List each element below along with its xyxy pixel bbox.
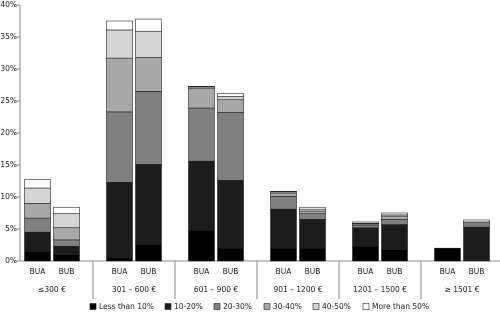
bar-segment bbox=[24, 203, 51, 219]
bar-segment bbox=[53, 239, 80, 247]
bar-segment bbox=[381, 215, 408, 220]
bar-segment bbox=[106, 57, 133, 113]
bar-segment bbox=[106, 29, 133, 59]
bar-segment bbox=[217, 93, 244, 97]
group-label: ≤300 € bbox=[38, 285, 66, 294]
bar-segment bbox=[106, 20, 133, 31]
bar-segment bbox=[135, 244, 162, 262]
bar-segment bbox=[24, 231, 51, 252]
legend-swatch bbox=[164, 303, 172, 310]
y-tick-label: 25% bbox=[0, 96, 17, 105]
x-tick-label: BUB bbox=[469, 267, 485, 276]
legend-label: 30-40% bbox=[273, 302, 302, 311]
bar-segment bbox=[434, 247, 461, 262]
x-tick-label: BUA bbox=[440, 267, 457, 276]
legend-swatch bbox=[89, 303, 97, 310]
bar-segment bbox=[463, 221, 490, 228]
bar-segment bbox=[53, 254, 80, 262]
y-tick-label: 10% bbox=[0, 192, 17, 201]
group-label: ≥ 1501 € bbox=[445, 285, 480, 294]
bar-segment bbox=[24, 251, 51, 262]
bar-segment bbox=[135, 164, 162, 245]
legend-swatch bbox=[263, 303, 271, 310]
bar-segment bbox=[299, 206, 326, 210]
bar-segment bbox=[135, 18, 162, 32]
x-tick-label: BUA bbox=[112, 267, 129, 276]
legend-label: More than 50% bbox=[372, 302, 429, 311]
bar-segment bbox=[352, 221, 379, 224]
bar-segment bbox=[381, 212, 408, 216]
bar-segment bbox=[381, 224, 408, 250]
bar-segment bbox=[217, 96, 244, 101]
bar-segment bbox=[270, 247, 297, 262]
group-label: 601 – 900 € bbox=[194, 285, 239, 294]
bar-segment bbox=[217, 247, 244, 262]
bar-segment bbox=[270, 192, 297, 197]
bar-segment bbox=[381, 249, 408, 262]
bar-segment bbox=[24, 179, 51, 189]
bar-segment bbox=[217, 180, 244, 249]
y-tick-label: 5% bbox=[5, 224, 17, 233]
legend-label: 20-30% bbox=[223, 302, 252, 311]
bar-segment bbox=[217, 99, 244, 113]
bar-segment bbox=[188, 160, 215, 231]
bar-segment bbox=[188, 85, 215, 88]
legend-label: 40-50% bbox=[322, 302, 351, 311]
bar-segment bbox=[270, 190, 297, 193]
group-label: 901 – 1200 € bbox=[273, 285, 322, 294]
legend-swatch bbox=[362, 303, 370, 310]
bar-segment bbox=[106, 257, 133, 262]
legend-label: Less than 10% bbox=[99, 302, 154, 311]
y-tick-label: 30% bbox=[0, 64, 17, 73]
bar-segment bbox=[53, 227, 80, 241]
x-tick-label: BUB bbox=[59, 267, 75, 276]
bar-segment bbox=[24, 187, 51, 204]
legend-label: 10-20% bbox=[174, 302, 203, 311]
y-tick-label: 0% bbox=[5, 256, 17, 265]
bar-segment bbox=[299, 219, 326, 249]
bar-segment bbox=[352, 245, 379, 262]
legend-swatch bbox=[213, 303, 221, 310]
y-tick-label: 40% bbox=[0, 0, 17, 9]
bar-segment bbox=[299, 210, 326, 214]
y-tick-label: 20% bbox=[0, 128, 17, 137]
bar-segment bbox=[270, 208, 297, 249]
bar-segment bbox=[135, 30, 162, 58]
bar-segment bbox=[299, 247, 326, 262]
bar-segment bbox=[106, 181, 133, 259]
y-tick-label: 15% bbox=[0, 160, 17, 169]
bar-segment bbox=[106, 111, 133, 183]
bar-segment bbox=[135, 57, 162, 92]
bar-segment bbox=[24, 217, 51, 233]
bar-segment bbox=[299, 213, 326, 220]
bar-segment bbox=[217, 112, 244, 181]
x-tick-label: BUA bbox=[30, 267, 47, 276]
x-tick-label: BUB bbox=[141, 267, 157, 276]
bar-segment bbox=[463, 219, 490, 223]
x-tick-label: BUB bbox=[387, 267, 403, 276]
bar-segment bbox=[188, 87, 215, 109]
bar-segment bbox=[135, 91, 162, 165]
bar-segment bbox=[352, 227, 379, 247]
x-tick-label: BUA bbox=[194, 267, 211, 276]
group-label: 1201 – 1500 € bbox=[353, 285, 407, 294]
x-tick-label: BUB bbox=[305, 267, 321, 276]
bar-segment bbox=[188, 107, 215, 162]
legend-swatch bbox=[312, 303, 320, 310]
bar-segment bbox=[53, 206, 80, 214]
bar-segment bbox=[463, 226, 490, 262]
y-tick-label: 35% bbox=[0, 32, 17, 41]
bar-segment bbox=[381, 219, 408, 225]
bar-segment bbox=[270, 196, 297, 210]
bar-segment bbox=[53, 213, 80, 229]
bar-segment bbox=[188, 229, 215, 262]
x-tick-label: BUB bbox=[223, 267, 239, 276]
bar-segment bbox=[352, 224, 379, 229]
bar-segment bbox=[53, 245, 80, 255]
x-tick-label: BUA bbox=[358, 267, 375, 276]
x-tick-label: BUA bbox=[276, 267, 293, 276]
group-label: 301 – 600 € bbox=[112, 285, 157, 294]
